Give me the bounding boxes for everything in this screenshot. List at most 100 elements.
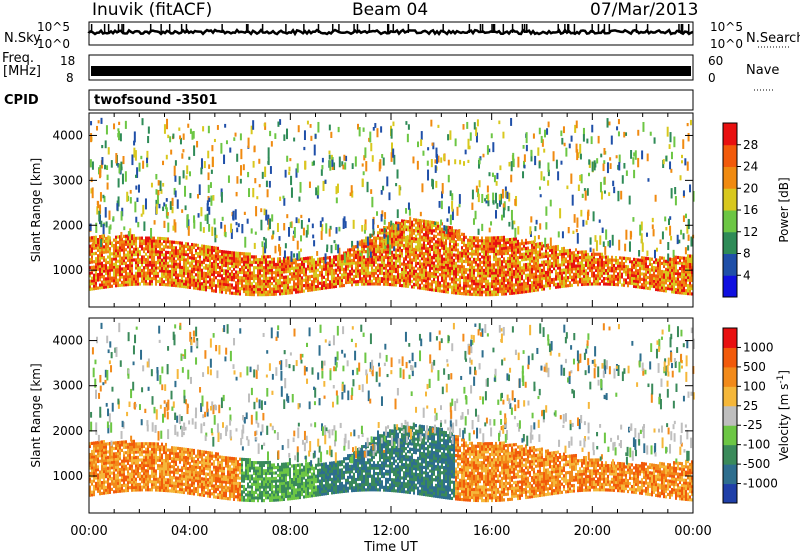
power-cell <box>145 241 147 246</box>
power-cell <box>167 275 169 279</box>
power-cell <box>135 236 137 240</box>
power-cell <box>531 251 533 255</box>
power-cell <box>221 274 223 278</box>
power-cell <box>659 239 662 245</box>
power-cell <box>133 140 136 146</box>
power-cell <box>587 255 589 259</box>
power-cell <box>213 265 215 269</box>
power-cell <box>241 284 243 288</box>
power-cell <box>681 275 683 279</box>
power-cell <box>441 227 443 231</box>
power-cell <box>415 283 417 287</box>
power-cell <box>151 250 153 254</box>
power-cell <box>341 161 344 167</box>
power-cell <box>407 228 409 232</box>
power-cell <box>603 282 605 286</box>
power-cell <box>189 285 191 289</box>
power-cell <box>101 267 103 271</box>
power-cell <box>213 256 215 261</box>
power-cell <box>231 270 233 274</box>
power-cell <box>451 263 453 268</box>
power-cell <box>161 253 163 257</box>
power-cell <box>469 271 471 275</box>
power-cell <box>425 233 427 237</box>
power-cell <box>109 265 111 270</box>
power-cell <box>499 284 501 288</box>
power-cell <box>471 249 473 253</box>
power-cell <box>347 275 349 279</box>
power-cell <box>479 263 481 267</box>
power-cell <box>231 275 233 279</box>
power-cell <box>349 275 351 279</box>
power-cell <box>631 279 633 283</box>
power-cell <box>383 255 385 259</box>
power-cell <box>139 250 141 254</box>
power-cell <box>427 279 429 283</box>
power-cell <box>243 289 245 294</box>
power-cell <box>207 269 209 273</box>
power-cell <box>475 282 477 286</box>
power-cell <box>275 276 277 280</box>
power-cell <box>159 258 161 262</box>
power-cell <box>477 252 479 256</box>
power-cell <box>150 227 153 239</box>
power-cell <box>653 137 656 144</box>
power-cell <box>667 262 669 266</box>
power-cell <box>585 263 587 267</box>
power-cell <box>183 258 185 262</box>
power-cell <box>411 223 413 227</box>
power-cell <box>283 264 285 269</box>
power-cell <box>325 267 327 271</box>
power-cell <box>161 242 163 246</box>
power-cell <box>370 142 373 152</box>
power-cell <box>243 254 245 259</box>
power-cell <box>93 235 95 240</box>
power-cell <box>483 274 485 278</box>
nsearch-tick: 10^5 <box>710 20 743 34</box>
power-cell <box>191 272 193 276</box>
power-cell <box>665 286 667 290</box>
power-cell <box>231 259 233 263</box>
power-cell <box>197 273 199 277</box>
power-cell <box>567 259 569 264</box>
power-cell <box>141 241 143 246</box>
power-cell <box>225 261 227 265</box>
power-cell <box>463 278 465 282</box>
power-cell <box>149 282 151 286</box>
power-cell <box>449 228 451 232</box>
power-cell <box>129 237 131 241</box>
power-cell <box>609 266 611 270</box>
power-cell <box>531 275 533 279</box>
power-cell <box>399 251 401 255</box>
power-cell <box>235 289 237 293</box>
power-cell <box>647 257 649 261</box>
power-cell <box>531 281 533 285</box>
power-cell <box>527 284 529 288</box>
power-cell <box>451 234 453 238</box>
power-cell <box>541 255 543 259</box>
power-cell <box>263 274 265 278</box>
power-cell <box>211 251 213 255</box>
power-cell <box>481 244 483 248</box>
power-cell <box>538 127 541 135</box>
power-cell <box>379 263 381 267</box>
power-cell <box>101 256 103 260</box>
power-cell <box>473 252 475 256</box>
power-cell <box>355 245 357 249</box>
power-cell <box>451 277 453 281</box>
power-cell <box>449 261 451 265</box>
power-cell <box>493 276 495 280</box>
power-cell <box>675 263 677 267</box>
power-cell <box>665 267 667 271</box>
power-cell <box>175 270 177 274</box>
power-cell <box>481 239 483 243</box>
power-cell <box>229 283 231 287</box>
power-cell <box>635 258 637 262</box>
power-cell <box>547 275 549 280</box>
power-cell <box>445 290 447 294</box>
power-cell <box>209 280 211 284</box>
power-cell <box>221 285 223 289</box>
power-cell <box>263 282 265 286</box>
power-cell <box>399 224 401 228</box>
power-cell <box>503 273 505 277</box>
